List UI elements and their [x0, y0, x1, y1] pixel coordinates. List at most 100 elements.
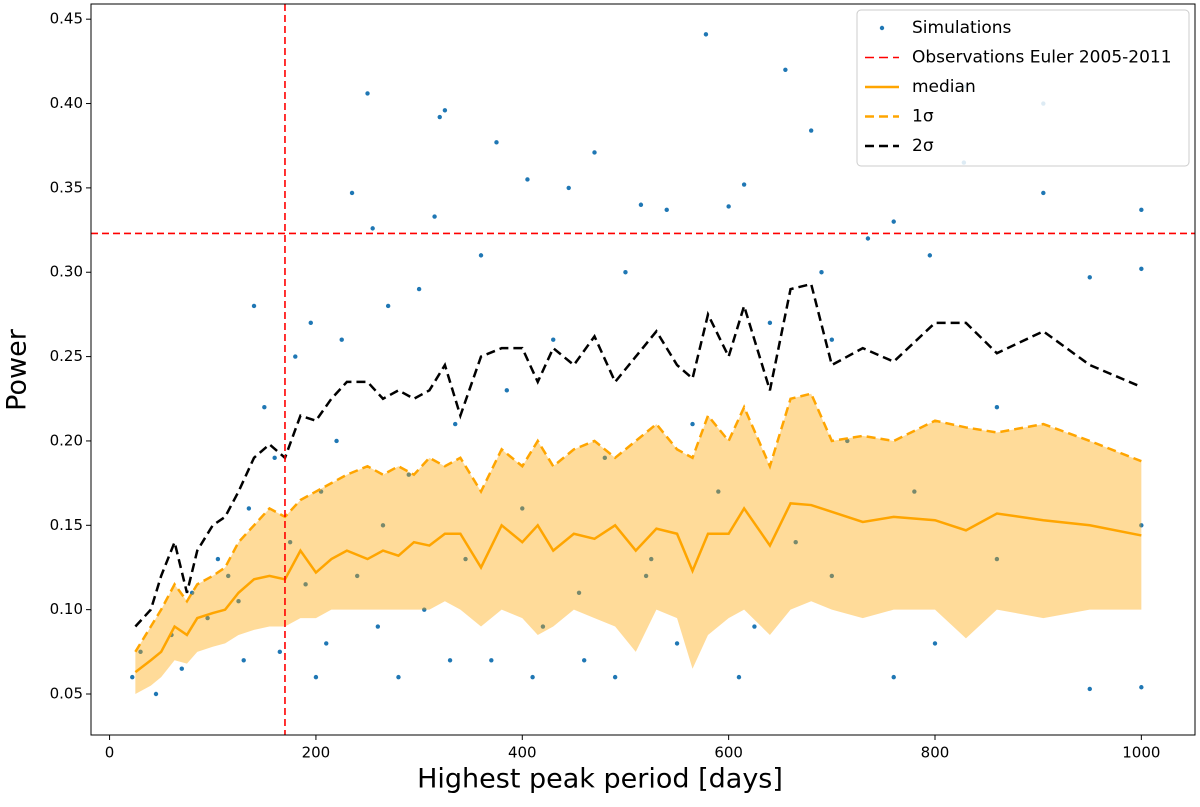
data-point: [690, 421, 695, 427]
data-point: [592, 150, 597, 155]
data-point: [354, 573, 360, 579]
data-point: [927, 253, 933, 258]
data-point: [236, 599, 241, 604]
legend-label: 1σ: [912, 107, 934, 127]
data-point: [891, 674, 896, 680]
data-point: [226, 573, 231, 579]
x-tick-label: 800: [921, 744, 950, 762]
data-point: [932, 641, 938, 646]
data-point: [308, 320, 313, 326]
data-point: [525, 177, 530, 182]
data-point: [767, 320, 773, 326]
plot-frame: [90, 3, 1196, 736]
data-point: [638, 202, 644, 207]
line: [134, 282, 1142, 628]
data-point: [1087, 275, 1092, 280]
band-upper-line: [134, 392, 1142, 653]
data-point: [912, 489, 917, 494]
data-point: [612, 674, 618, 680]
legend-label: Observations Euler 2005-2011: [912, 48, 1172, 68]
data-point: [891, 219, 896, 224]
legend: Simulations Observations Euler 2005-2011 m…: [856, 9, 1190, 167]
y-tick-label: 0.10: [50, 600, 83, 618]
data-point: [272, 455, 277, 461]
x-axis-label: Highest peak period [days]: [417, 764, 783, 795]
data-point: [1087, 686, 1092, 692]
data-point: [406, 472, 411, 477]
data-point: [422, 607, 427, 612]
y-tick-label: 0.40: [50, 94, 83, 112]
data-point: [370, 226, 375, 231]
legend-box: [856, 9, 1190, 167]
x-tick-label: 400: [508, 744, 537, 762]
data-point: [339, 337, 344, 342]
data-point: [504, 388, 510, 393]
data-point: [1041, 190, 1046, 196]
data-point: [478, 253, 484, 258]
data-point: [674, 641, 680, 646]
data-point: [808, 128, 814, 133]
data-point: [416, 286, 422, 292]
data-point: [741, 182, 747, 187]
data-point: [262, 405, 267, 410]
legend-marker: [879, 25, 885, 31]
data-point: [716, 489, 721, 494]
x-tick-label: 200: [302, 744, 331, 762]
data-point: [566, 185, 571, 191]
data-point: [736, 674, 742, 680]
data-point: [540, 624, 546, 629]
data-point: [994, 405, 1000, 410]
data-point: [303, 582, 308, 587]
data-point: [865, 236, 871, 241]
data-point: [179, 666, 184, 671]
data-point: [1139, 685, 1144, 690]
data-point: [726, 204, 731, 209]
band: [135, 393, 1142, 695]
data-point: [793, 539, 798, 545]
data-point: [205, 615, 210, 621]
y-tick-label: 0.35: [50, 178, 83, 196]
data-point: [453, 421, 458, 427]
y-tick-label: 0.15: [50, 516, 83, 534]
data-point: [277, 649, 283, 655]
data-point: [130, 674, 135, 680]
data-point: [385, 303, 391, 309]
data-point: [551, 337, 556, 342]
data-point: [447, 658, 453, 663]
data-point: [241, 658, 246, 663]
legend-label: 2σ: [912, 136, 934, 156]
data-point: [215, 556, 221, 562]
data-point: [783, 67, 788, 72]
y-tick-label: 0.45: [50, 10, 83, 28]
data-point: [375, 624, 381, 629]
legend-label: Simulations: [912, 18, 1012, 38]
x-tick-label: 600: [714, 744, 743, 762]
data-point: [251, 303, 257, 309]
data-point: [494, 140, 499, 145]
data-point: [287, 539, 293, 545]
y-axis-label: Power: [2, 328, 33, 411]
data-point: [189, 590, 195, 595]
data-point: [293, 354, 298, 359]
x-tick-label: 1000: [1122, 744, 1160, 762]
data-point: [520, 506, 525, 511]
data-point: [1139, 207, 1144, 213]
line: [134, 502, 1142, 674]
data-point: [576, 590, 582, 595]
data-point: [703, 32, 709, 37]
legend-label: median: [912, 77, 976, 97]
y-tick-label: 0.25: [50, 347, 83, 365]
data-point: [489, 658, 494, 663]
data-point: [432, 214, 437, 219]
data-point: [1139, 523, 1144, 528]
data-point: [365, 91, 370, 96]
data-point: [463, 556, 468, 562]
data-point: [138, 649, 143, 655]
data-point: [246, 506, 252, 511]
data-point: [396, 674, 401, 680]
data-point: [349, 190, 355, 196]
data-point: [437, 114, 442, 120]
y-tick-label: 0.05: [50, 685, 83, 703]
data-point: [1139, 266, 1144, 272]
data-point: [442, 108, 448, 113]
